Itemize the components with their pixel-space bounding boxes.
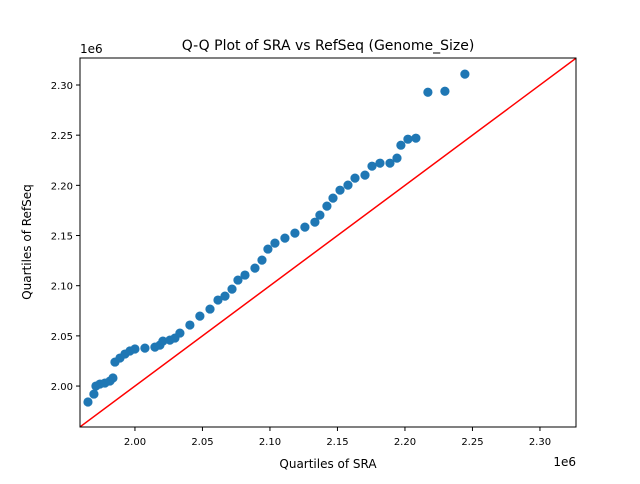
data-point [205, 304, 215, 314]
data-point [89, 389, 99, 399]
data-point [158, 336, 168, 346]
data-point [322, 201, 332, 211]
x-axis-label: Quartiles of SRA [279, 457, 377, 471]
data-point [335, 185, 345, 195]
y-offset-label: 1e6 [80, 42, 103, 56]
y-axis-label: Quartiles of RefSeq [20, 184, 34, 300]
data-point [270, 238, 280, 248]
x-offset-label: 1e6 [553, 455, 576, 469]
data-point [396, 140, 406, 150]
y-tick-label: 2.05 [51, 332, 73, 343]
y-tick-label: 2.20 [51, 181, 73, 192]
data-point [290, 228, 300, 238]
data-point [367, 161, 377, 171]
data-point [195, 311, 205, 321]
data-point [233, 275, 243, 285]
x-tick-label: 2.00 [124, 437, 146, 448]
plot-frame [79, 57, 577, 428]
data-point [403, 134, 413, 144]
data-point [263, 244, 273, 254]
x-tick-label: 2.30 [529, 437, 551, 448]
data-point [213, 295, 223, 305]
data-point [140, 343, 150, 353]
chart-title: Q-Q Plot of SRA vs RefSeq (Genome_Size) [182, 38, 475, 54]
data-point [423, 87, 433, 97]
data-point [280, 233, 290, 243]
x-tick-label: 2.10 [259, 437, 281, 448]
y-tick-label: 2.00 [51, 382, 73, 393]
y-tick-label: 2.10 [51, 282, 73, 293]
data-point [315, 210, 325, 220]
data-point [392, 153, 402, 163]
data-point [411, 133, 421, 143]
x-tick-label: 2.05 [191, 437, 213, 448]
x-tick-label: 2.20 [394, 437, 416, 448]
x-tick-label: 2.25 [461, 437, 483, 448]
data-point [328, 193, 338, 203]
reference-line [80, 58, 576, 427]
data-point [343, 180, 353, 190]
y-tick-label: 2.15 [51, 232, 73, 243]
data-point [227, 284, 237, 294]
data-point [175, 328, 185, 338]
data-point [300, 222, 310, 232]
data-point [240, 270, 250, 280]
data-point [83, 397, 93, 407]
data-point [130, 344, 140, 354]
data-point [310, 217, 320, 227]
data-point [385, 158, 395, 168]
data-point [375, 158, 385, 168]
data-point [440, 86, 450, 96]
data-point [108, 373, 118, 383]
y-tick-label: 2.30 [51, 81, 73, 92]
data-point [360, 170, 370, 180]
data-point [350, 173, 360, 183]
data-point [185, 320, 195, 330]
data-point [250, 263, 260, 273]
y-tick-label: 2.25 [51, 131, 73, 142]
x-tick-label: 2.15 [326, 437, 348, 448]
data-point [257, 255, 267, 265]
data-point [220, 291, 230, 301]
data-point [460, 69, 470, 79]
